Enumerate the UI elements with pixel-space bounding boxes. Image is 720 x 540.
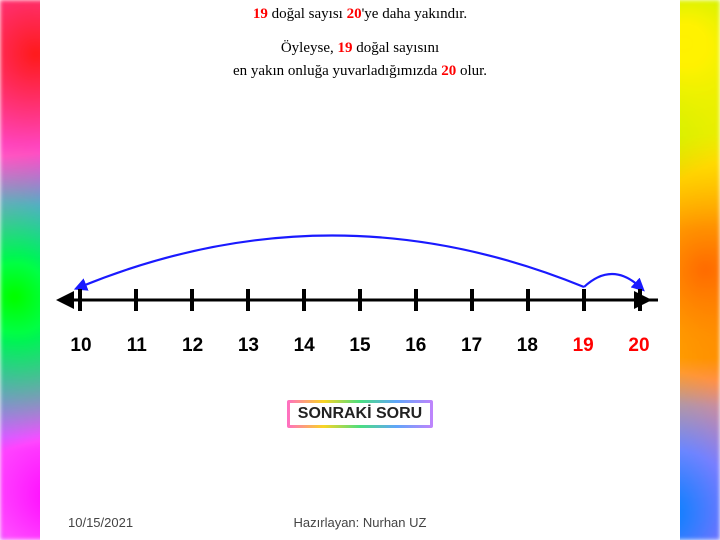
title-num-19: 19 xyxy=(253,6,268,22)
tick-label-18: 18 xyxy=(510,335,544,357)
tick-label-10: 10 xyxy=(64,335,98,357)
title-t2: 'ye daha yakındır. xyxy=(362,6,468,22)
title-num-20: 20 xyxy=(347,6,362,22)
tick-label-20: 20 xyxy=(622,335,656,357)
number-line xyxy=(40,170,680,360)
next-question-label: SONRAKİ SORU xyxy=(290,403,430,425)
tick-label-13: 13 xyxy=(231,335,265,357)
mid-l2a: en yakın onluğa yuvarladığımızda xyxy=(233,63,441,79)
tick-label-17: 17 xyxy=(455,335,489,357)
title-line: 19 doğal sayısı 20'ye daha yakındır. xyxy=(40,0,680,23)
button-row: SONRAKİ SORU xyxy=(40,400,680,428)
tick-label-15: 15 xyxy=(343,335,377,357)
explanation-text: Öyleyse, 19 doğal sayısını en yakın onlu… xyxy=(40,37,680,82)
title-t1: doğal sayısı xyxy=(268,6,347,22)
footer: 10/15/2021 Hazırlayan: Nurhan UZ . xyxy=(40,515,680,530)
tick-label-14: 14 xyxy=(287,335,321,357)
tick-label-12: 12 xyxy=(176,335,210,357)
mid-l2b: olur. xyxy=(456,63,487,79)
tick-label-16: 16 xyxy=(399,335,433,357)
tick-label-19: 19 xyxy=(566,335,600,357)
mid-l1a: Öyleyse, xyxy=(281,40,338,56)
footer-author: Hazırlayan: Nurhan UZ xyxy=(294,515,427,530)
mid-num-19: 19 xyxy=(337,40,352,56)
footer-date: 10/15/2021 xyxy=(68,515,133,530)
next-question-button[interactable]: SONRAKİ SORU xyxy=(287,400,433,428)
number-line-svg xyxy=(40,170,680,360)
number-line-labels: 10 11 12 13 14 15 16 17 18 19 20 xyxy=(40,335,680,357)
mid-l1b: doğal sayısını xyxy=(352,40,439,56)
content-card: 19 doğal sayısı 20'ye daha yakındır. Öyl… xyxy=(40,0,680,540)
mid-num-20: 20 xyxy=(441,63,456,79)
tick-label-11: 11 xyxy=(120,335,154,357)
